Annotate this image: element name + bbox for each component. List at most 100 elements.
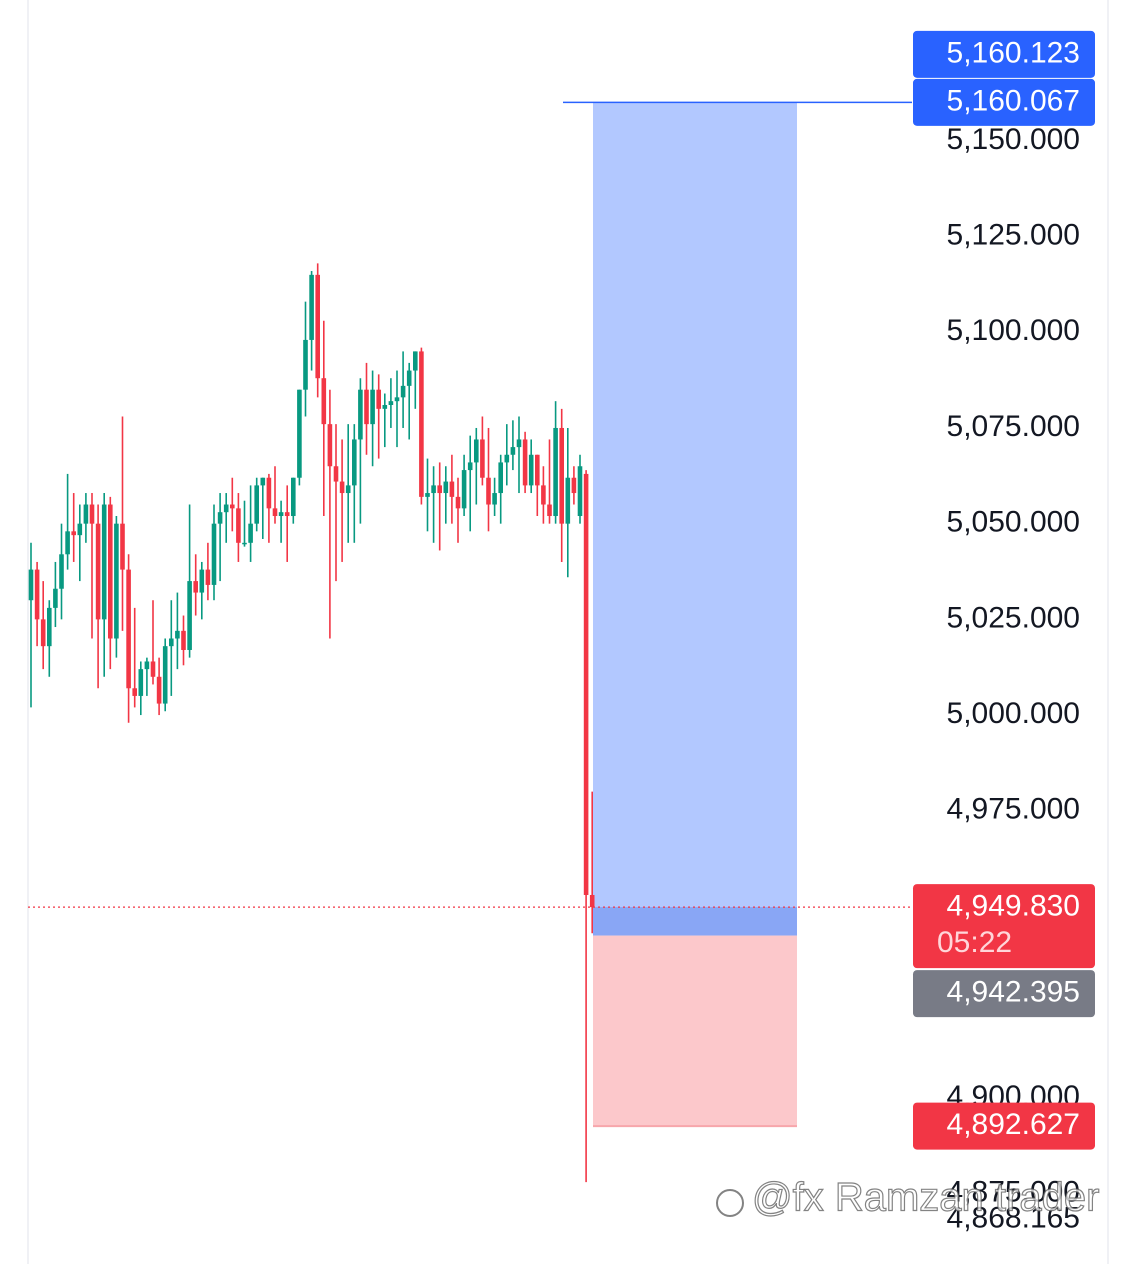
candle-body [315,274,320,379]
candle-body [248,523,253,543]
candle-body [169,638,174,647]
candle-body [333,466,339,482]
candle-body [284,512,290,517]
price-label-box [913,1102,1095,1150]
candle-body [376,389,381,409]
candle-body [65,531,70,555]
candle-body [309,274,314,340]
candle-body [278,512,284,517]
candle-body [59,554,64,589]
candle-body [327,424,333,467]
y-tick-label: 5,100.000 [947,314,1080,347]
candle-body [345,485,351,494]
candle-body [321,378,327,425]
candle-body [474,439,479,463]
candle-body [132,688,137,696]
candle-body [443,481,449,494]
y-tick-label: 5,050.000 [947,506,1080,539]
candles [28,263,595,1183]
candle-body [303,339,308,390]
candle-body [150,661,156,677]
candle-body [193,581,198,593]
candle-body [199,569,205,593]
candle-body [236,508,241,543]
candle-body [510,447,516,455]
price-axis: 5,175.0005,150.0005,125.0005,100.0005,07… [947,27,1080,1208]
candle-body [187,581,192,650]
candle-body [230,504,235,509]
candle-body [522,439,528,486]
candle-body [535,454,540,486]
candle-body [413,351,418,371]
candle-body [205,569,211,585]
candle-body [28,569,34,601]
price-label-text: 5,160.067 [947,84,1080,117]
candle-body [583,473,589,895]
candle-body [156,676,162,704]
y-tick-label: 5,075.000 [947,410,1080,443]
low-price-label: 4,868.165 [947,1202,1080,1235]
price-label-box [913,30,1095,78]
price-label-text: 5,160.123 [947,36,1080,69]
price-label: 5,160.067 [913,78,1095,126]
candle-body [34,569,40,620]
candle-body [400,385,406,398]
candle-body [71,531,76,536]
y-tick-label: 5,150.000 [947,123,1080,156]
candle-body [108,504,113,639]
candle-body [486,477,491,505]
candle-body [101,504,107,620]
price-label: 4,942.395 [913,970,1095,1018]
candle-body [138,669,144,696]
candle-body [120,523,125,570]
candle-body [528,454,534,486]
candle-body [339,481,345,494]
candle-body [291,477,296,517]
candle-body [553,427,558,517]
candle-body [406,370,412,386]
price-label-text: 4,942.395 [947,976,1080,1009]
y-tick-label: 4,975.000 [947,793,1080,826]
candle-body [467,462,473,471]
price-label-box [913,78,1095,126]
candle-body [144,661,150,670]
candle-body [559,427,564,524]
candle-body [565,477,571,524]
candle-body [211,523,217,585]
candle-body [364,389,369,425]
candle-body [492,493,497,505]
filled-zone [593,907,797,936]
candle-body [352,439,357,486]
candle-body [498,462,503,494]
y-tick-label: 4,875.000 [947,1175,1080,1208]
watermark-logo [716,1189,744,1217]
y-tick-label: 5,025.000 [947,601,1080,634]
candle-body [89,504,95,524]
countdown-text: 05:22 [937,926,1012,959]
price-label: 5,160.123 [913,30,1095,78]
candle-body [181,630,186,650]
watermark: @fx Ramzan trader [752,1176,1099,1220]
candle-body [77,523,83,536]
candle-body [455,496,461,509]
candle-body [358,389,363,440]
candle-body [425,493,430,497]
candle-body [223,504,229,513]
candle-body [53,588,58,608]
price-label-box [913,970,1095,1018]
candle-body [577,466,583,517]
candle-body [394,397,400,402]
stop-zone [593,935,797,1127]
candle-body [461,470,467,509]
candle-body [266,477,272,509]
candle-body [449,481,455,497]
candle-body [242,542,247,545]
candle-body [254,485,259,524]
candle-body [260,477,266,486]
price-label-box [913,884,1095,969]
y-tick-label: 5,000.000 [947,697,1080,730]
price-label-text: 4,892.627 [947,1108,1080,1141]
